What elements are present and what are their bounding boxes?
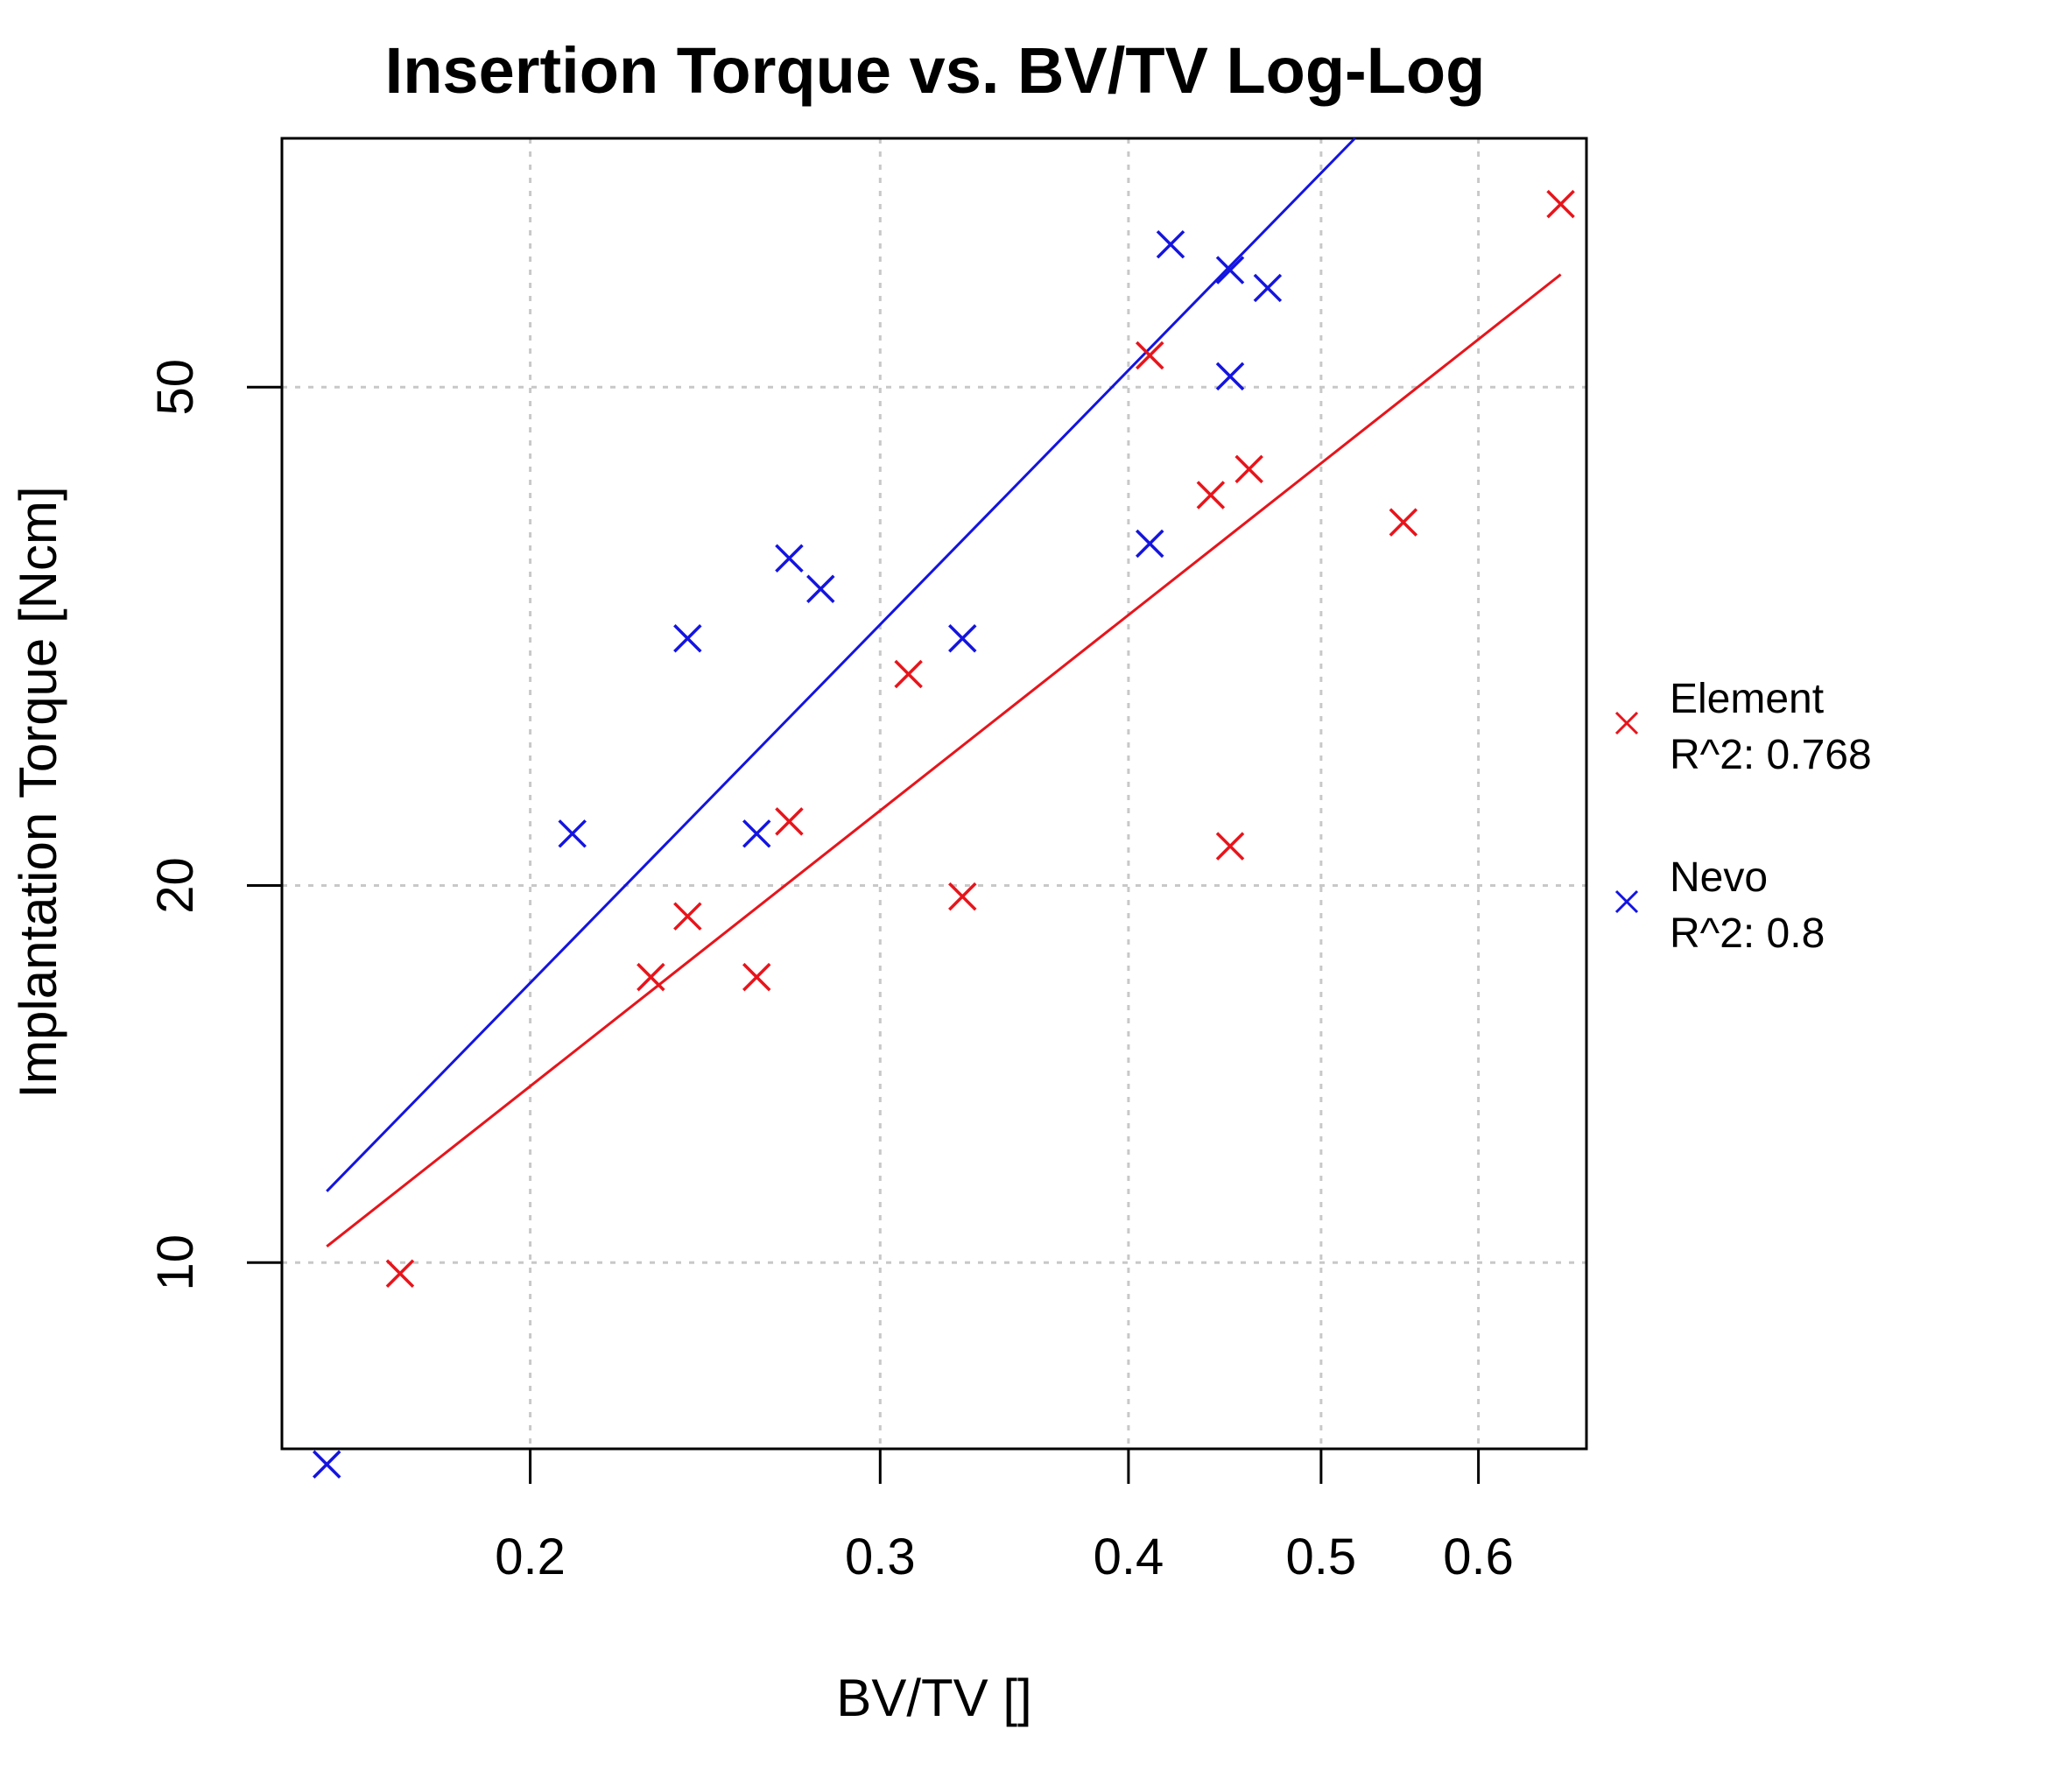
- data-point-nevo: [673, 624, 702, 653]
- legend: Element R^2: 0.768 Nevo R^2: 0.8: [1614, 676, 1872, 957]
- legend-marker-nevo: [1614, 889, 1639, 914]
- plot-frame: [280, 137, 1588, 1451]
- legend-marker-element: [1614, 711, 1639, 735]
- data-point-element: [775, 807, 804, 836]
- y-axis-label: Implantation Torque [Ncm]: [9, 486, 67, 1098]
- data-point-nevo: [1156, 229, 1185, 259]
- fit-line-nevo: [326, 137, 1356, 1192]
- data-point-nevo: [312, 1450, 341, 1479]
- data-point-element: [894, 659, 923, 689]
- legend-r2-nevo: R^2: 0.8: [1670, 910, 1825, 957]
- data-point-element: [742, 962, 771, 992]
- data-point-nevo: [558, 819, 587, 848]
- data-point-element: [1215, 832, 1245, 861]
- data-point-element: [1389, 508, 1418, 537]
- legend-item-nevo: Nevo R^2: 0.8: [1614, 854, 1825, 957]
- y-axis: 10 20 50: [147, 359, 284, 1291]
- legend-label-nevo: Nevo: [1670, 854, 1768, 901]
- data-point-nevo: [1136, 529, 1164, 559]
- data-point-nevo: [742, 819, 771, 848]
- data-point-nevo: [806, 574, 835, 604]
- data-point-nevo: [775, 544, 804, 573]
- data-point-element: [385, 1259, 415, 1288]
- data-point-element: [1234, 454, 1263, 484]
- data-point-element: [673, 902, 702, 931]
- x-tick-label: 0.4: [1094, 1528, 1164, 1585]
- legend-r2-element: R^2: 0.768: [1670, 732, 1872, 778]
- data-points: [312, 189, 1575, 1479]
- chart-title: Insertion Torque vs. BV/TV Log-Log: [385, 34, 1486, 107]
- data-point-element: [637, 962, 665, 992]
- x-axis-label: BV/TV []: [836, 1669, 1031, 1727]
- data-point-nevo: [1215, 362, 1245, 391]
- x-tick-label: 0.6: [1443, 1528, 1514, 1585]
- y-tick-label: 10: [147, 1234, 204, 1291]
- x-axis: 0.2 0.3 0.4 0.5 0.6: [495, 1447, 1514, 1585]
- data-point-element: [1136, 341, 1164, 370]
- y-tick-label: 50: [147, 359, 204, 416]
- data-point-nevo: [1215, 256, 1245, 285]
- x-tick-label: 0.5: [1286, 1528, 1357, 1585]
- data-point-nevo: [948, 624, 977, 653]
- grid-lines: [282, 138, 1586, 1449]
- legend-item-element: Element R^2: 0.768: [1614, 676, 1872, 778]
- data-point-element: [948, 882, 977, 911]
- data-point-element: [1546, 189, 1575, 219]
- x-tick-label: 0.3: [845, 1528, 916, 1585]
- fit-lines: [326, 137, 1562, 1248]
- x-tick-label: 0.2: [495, 1528, 566, 1585]
- legend-label-element: Element: [1670, 676, 1824, 722]
- y-tick-label: 20: [147, 857, 204, 914]
- fit-line-element: [326, 273, 1562, 1248]
- data-point-element: [1196, 481, 1226, 509]
- data-point-nevo: [1253, 273, 1283, 303]
